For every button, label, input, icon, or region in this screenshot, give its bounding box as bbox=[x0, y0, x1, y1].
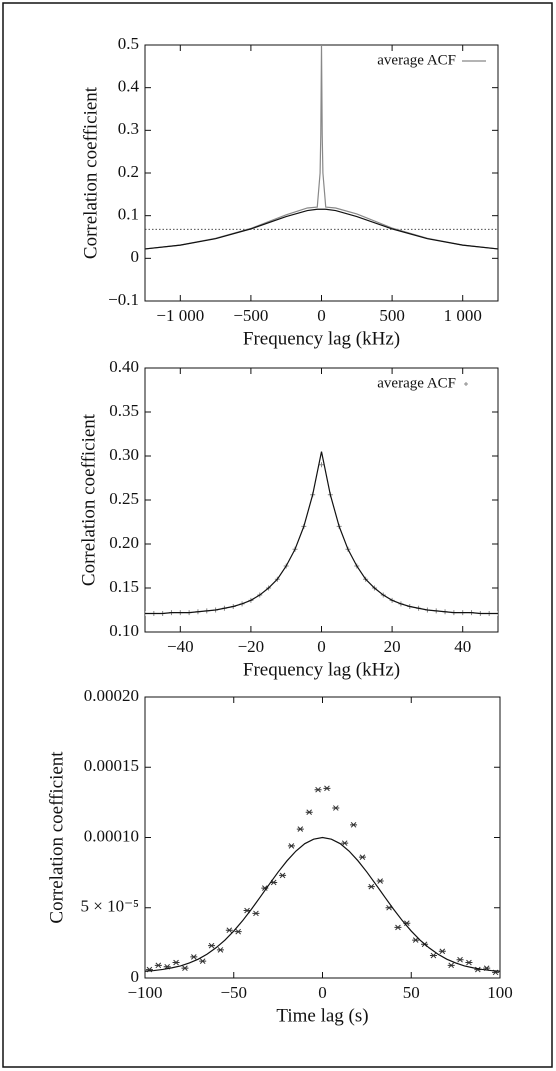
x-tick-label: 0 bbox=[318, 983, 327, 1002]
plot-area bbox=[145, 785, 500, 976]
data-point bbox=[394, 924, 402, 931]
data-point bbox=[225, 927, 233, 934]
data-point bbox=[367, 883, 375, 890]
series-line bbox=[145, 836, 500, 972]
legend-label: average ACF bbox=[377, 375, 456, 391]
series-line bbox=[145, 451, 498, 615]
y-tick-label: 0.1 bbox=[118, 205, 139, 224]
data-point bbox=[154, 962, 162, 969]
data-point bbox=[252, 910, 260, 917]
y-tick-label: 0.10 bbox=[109, 621, 139, 640]
y-tick-label: 0.4 bbox=[118, 77, 140, 96]
y-tick-label: 0.20 bbox=[109, 533, 139, 552]
data-point bbox=[438, 948, 446, 955]
y-tick-label: 0.00015 bbox=[84, 756, 139, 775]
data-point bbox=[172, 959, 180, 966]
x-tick-label: 1 000 bbox=[444, 306, 482, 325]
x-tick-label: 100 bbox=[487, 983, 513, 1002]
x-tick-label: 20 bbox=[384, 637, 401, 656]
series-line bbox=[145, 208, 498, 250]
y-tick-label: 0.5 bbox=[118, 34, 139, 53]
data-point bbox=[305, 809, 313, 816]
y-tick-label: 0.40 bbox=[109, 357, 139, 376]
x-tick-label: 50 bbox=[403, 983, 420, 1002]
x-axis-label: Time lag (s) bbox=[276, 1005, 368, 1026]
y-axis-label: Correlation coefficient bbox=[46, 751, 67, 924]
legend-swatch bbox=[464, 382, 468, 386]
x-tick-label: −100 bbox=[127, 983, 162, 1002]
x-tick-label: −50 bbox=[220, 983, 247, 1002]
legend-label: average ACF bbox=[377, 52, 456, 68]
data-point bbox=[216, 947, 224, 953]
data-point bbox=[358, 854, 366, 860]
x-tick-label: −1 000 bbox=[156, 306, 204, 325]
data-point bbox=[465, 959, 473, 966]
data-point bbox=[314, 786, 322, 793]
data-point bbox=[412, 937, 420, 943]
y-tick-label: 0.2 bbox=[118, 162, 139, 181]
data-point bbox=[456, 956, 464, 963]
data-point bbox=[199, 958, 207, 964]
x-axis-label: Frequency lag (kHz) bbox=[243, 659, 400, 680]
data-point bbox=[287, 843, 295, 849]
data-point bbox=[181, 965, 189, 971]
x-tick-label: −20 bbox=[238, 637, 265, 656]
data-point bbox=[190, 954, 198, 960]
y-tick-label: 0.00010 bbox=[84, 826, 139, 845]
data-point bbox=[376, 878, 384, 884]
x-tick-label: 500 bbox=[379, 306, 405, 325]
y-tick-label: 0 bbox=[131, 967, 140, 986]
x-tick-label: −500 bbox=[233, 306, 268, 325]
series-line bbox=[145, 45, 498, 250]
data-point bbox=[208, 942, 216, 949]
data-point bbox=[323, 785, 331, 792]
y-tick-label: 0.30 bbox=[109, 445, 139, 464]
y-axis-label: Correlation coefficient bbox=[80, 86, 101, 259]
y-tick-label: 0.00020 bbox=[84, 686, 139, 705]
plot-area bbox=[145, 45, 498, 250]
y-tick-label: 0 bbox=[131, 247, 140, 266]
x-tick-label: 0 bbox=[317, 306, 326, 325]
y-tick-label: 0.35 bbox=[109, 401, 139, 420]
x-axis-label: Frequency lag (kHz) bbox=[243, 328, 400, 349]
x-tick-label: −40 bbox=[167, 637, 194, 656]
plot-area bbox=[145, 451, 498, 617]
data-point bbox=[447, 962, 455, 969]
y-tick-label: 5 × 10⁻⁵ bbox=[81, 897, 140, 916]
data-point bbox=[341, 840, 349, 846]
plot-frame bbox=[144, 367, 499, 633]
y-axis-label: Correlation coefficient bbox=[78, 413, 99, 586]
y-tick-label: −0.1 bbox=[108, 290, 139, 309]
data-point bbox=[234, 928, 242, 935]
data-point bbox=[279, 872, 287, 879]
y-tick-label: 0.3 bbox=[118, 119, 139, 138]
x-tick-label: 40 bbox=[454, 637, 471, 656]
data-point bbox=[350, 822, 358, 828]
data-point bbox=[332, 805, 340, 811]
data-point bbox=[429, 952, 437, 959]
y-tick-label: 0.15 bbox=[109, 577, 139, 596]
data-point bbox=[296, 826, 304, 832]
y-tick-label: 0.25 bbox=[109, 489, 139, 508]
x-tick-label: 0 bbox=[317, 637, 326, 656]
data-point bbox=[319, 462, 324, 468]
